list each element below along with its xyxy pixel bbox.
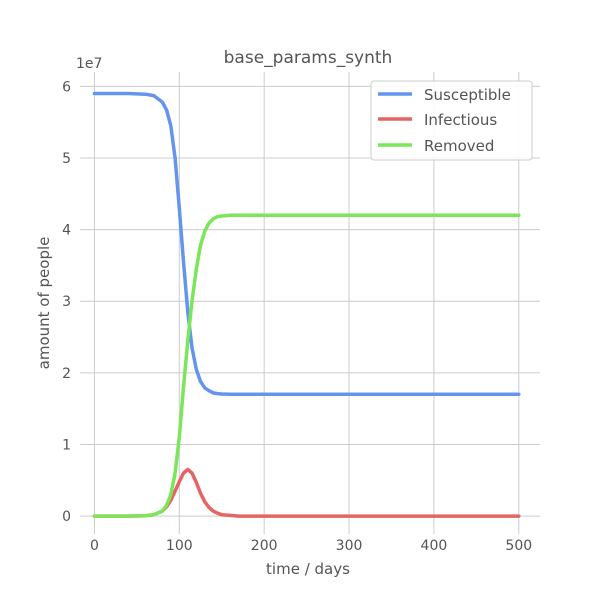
series-line-removed [92,213,521,518]
legend-box [370,80,533,161]
y-tick-label: 3 [62,294,71,310]
x-tick-label: 300 [336,538,363,554]
y-tick-label: 1 [62,437,71,453]
series-lines [92,91,521,518]
tick-labels: 0 100 200 300 400 500 0 1 2 3 4 5 6 [62,79,532,554]
legend-label-removed: Removed [424,137,494,155]
x-tick-label: 500 [505,538,532,554]
y-tick-label: 4 [62,223,71,239]
series-line-susceptible [92,91,521,397]
y-tick-label: 0 [62,509,71,525]
x-tick-label: 200 [251,538,278,554]
y-tick-label: 6 [62,79,71,95]
y-tick-label: 5 [62,151,71,167]
legend-label-susceptible: Susceptible [424,86,511,104]
series-line-infectious [92,467,521,518]
legend: Susceptible Infectious Removed [370,80,533,161]
x-tick-label: 100 [166,538,193,554]
chart-title: base_params_synth [224,48,393,68]
legend-label-infectious: Infectious [424,111,497,129]
x-axis-label: time / days [266,560,350,578]
x-tick-label: 400 [421,538,448,554]
y-scale-label: 1e7 [76,56,102,72]
y-axis-label: amount of people [35,237,53,370]
y-tick-label: 2 [62,366,71,382]
x-tick-label: 0 [90,538,99,554]
